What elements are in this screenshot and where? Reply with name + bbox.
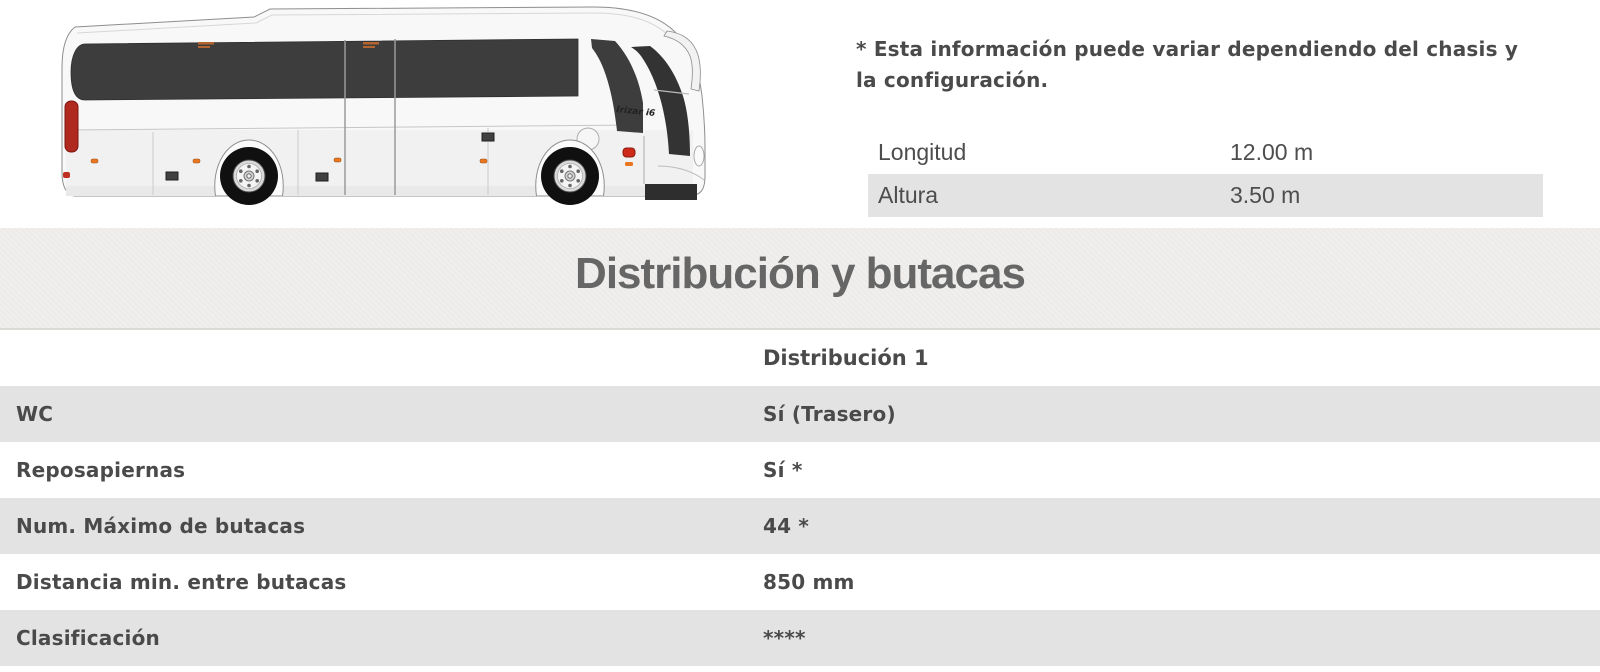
disclaimer-note: * Esta información puede variar dependie…: [856, 34, 1556, 96]
row-value: Sí (Trasero): [763, 402, 896, 426]
bus-bay-latch: [481, 132, 495, 142]
dimensions-table: Longitud 12.00 m Altura 3.50 m: [868, 131, 1543, 217]
bus-side-marker: [192, 158, 201, 164]
bus-logo-text: Irizar i6: [616, 105, 656, 119]
disclaimer-line-2: la configuración.: [856, 68, 1049, 92]
bus-mirror-arm: [663, 30, 701, 92]
row-label: Clasificación: [16, 626, 160, 650]
bus-front-orange-light: [625, 162, 633, 166]
bus-window-decal: [198, 42, 214, 45]
hero-section: Irizar i6: [0, 0, 1600, 228]
dimension-value: 12.00 m: [1230, 139, 1314, 165]
dimension-label: Altura: [878, 182, 939, 208]
bus-side-marker: [333, 157, 342, 163]
section-banner: Distribución y butacas: [0, 228, 1600, 330]
bus-window-decal: [363, 46, 375, 48]
bus-window-band: [70, 38, 579, 101]
bus-crease-line: [65, 124, 644, 131]
bus-window-decal: [198, 46, 210, 48]
row-value: 850 mm: [763, 570, 855, 594]
bus-rear-wheel: [214, 139, 284, 205]
bus-skirt: [66, 186, 691, 196]
bus-door-step: [645, 184, 697, 200]
bus-roof-seam: [76, 12, 669, 36]
bus-front-wheel: [535, 139, 605, 205]
table-row-distancia-min: Distancia min. entre butacas 850 mm: [0, 554, 1600, 610]
dimension-label: Longitud: [878, 139, 967, 165]
distribution-table-header: Distribución 1: [0, 330, 1600, 386]
table-row-wc: WC Sí (Trasero): [0, 386, 1600, 442]
row-value: 44 *: [763, 514, 810, 538]
bus-bay-latch: [315, 172, 329, 182]
bus-side-marker: [90, 158, 99, 164]
bus-headlight: [693, 145, 705, 167]
table-row-num-maximo-butacas: Num. Máximo de butacas 44 *: [0, 498, 1600, 554]
coach-side-illustration: Irizar i6: [61, 6, 706, 205]
dimension-value: 3.50 m: [1230, 182, 1301, 208]
bus-window-decal: [363, 42, 379, 45]
row-value: ****: [763, 626, 806, 650]
bus-bay-latch: [165, 171, 179, 181]
distribution-table: Distribución 1 WC Sí (Trasero) Reposapie…: [0, 330, 1600, 666]
bus-tail-light: [64, 100, 79, 153]
bus-door-glass: [591, 39, 643, 133]
column-header-distribucion-1: Distribución 1: [763, 346, 929, 370]
bus-windshield: [631, 46, 690, 156]
row-value: Sí *: [763, 458, 803, 482]
table-row-clasificacion: Clasificación ****: [0, 610, 1600, 666]
section-title: Distribución y butacas: [575, 249, 1026, 298]
disclaimer-line-1: * Esta información puede variar dependie…: [856, 37, 1519, 61]
row-label: Reposapiernas: [16, 458, 186, 482]
table-row-altura: Altura 3.50 m: [868, 174, 1543, 217]
bus-side-marker: [479, 158, 488, 164]
row-label: Num. Máximo de butacas: [16, 514, 306, 538]
row-label: Distancia min. entre butacas: [16, 570, 347, 594]
row-label: WC: [16, 402, 54, 426]
table-row-longitud: Longitud 12.00 m: [868, 131, 1543, 174]
bus-windshield-divider: [653, 89, 690, 95]
bus-front-red-light: [622, 147, 636, 158]
table-row-reposapiernas: Reposapiernas Sí *: [0, 442, 1600, 498]
bus-bumper-seam: [657, 165, 705, 181]
bus-rear-marker-light: [63, 172, 70, 178]
